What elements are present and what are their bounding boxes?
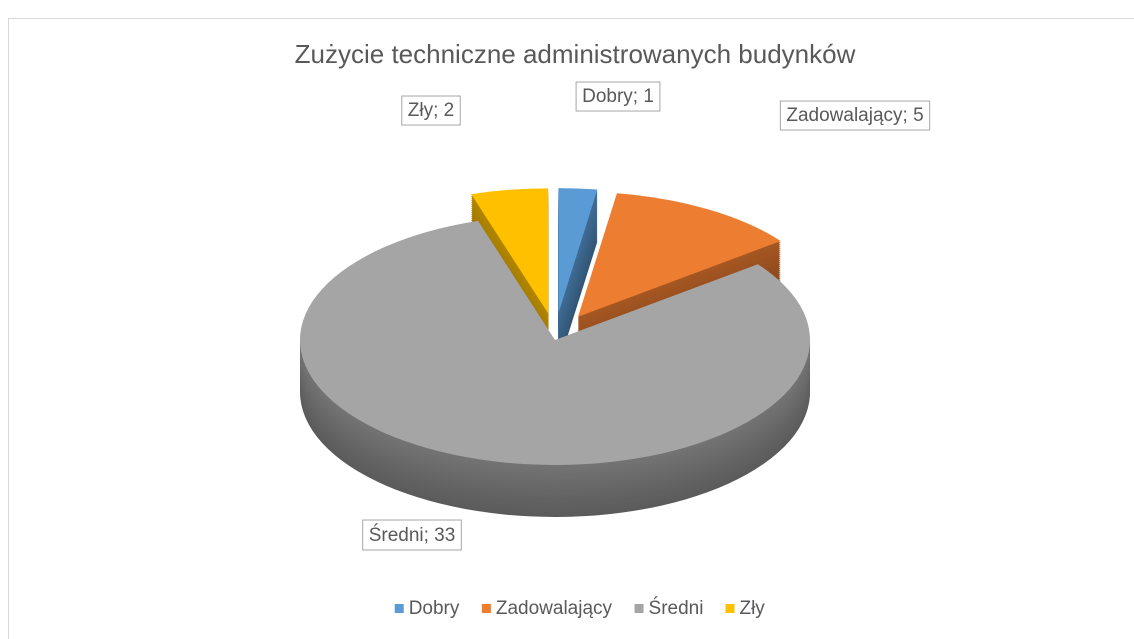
legend-swatch [634, 604, 644, 613]
slice [471, 188, 549, 314]
legend-label: Dobry [409, 598, 460, 619]
legend-label: Zły [739, 598, 765, 619]
chart-frame [8, 18, 1134, 639]
legend-swatch [394, 604, 404, 613]
legend-swatch [725, 604, 735, 613]
data-label: Średni; 33 [369, 524, 456, 546]
legend-swatch [481, 604, 491, 613]
slice [558, 188, 598, 314]
legend: Dobry Zadowalający Średni Zły [394, 597, 765, 619]
legend-label: Zadowalający [496, 598, 613, 619]
legend-label: Średni [649, 597, 704, 619]
data-label-box [362, 519, 462, 551]
data-label: Zadowalający; 5 [786, 105, 923, 126]
data-label-box [779, 100, 931, 131]
slice [577, 193, 781, 317]
chart-title: Zużycie techniczne administrowanych budy… [295, 39, 856, 69]
slice [300, 220, 811, 465]
data-label-box [401, 95, 461, 126]
data-label-box [575, 81, 661, 112]
data-label: Zły; 2 [408, 100, 454, 121]
data-label: Dobry; 1 [582, 86, 654, 107]
